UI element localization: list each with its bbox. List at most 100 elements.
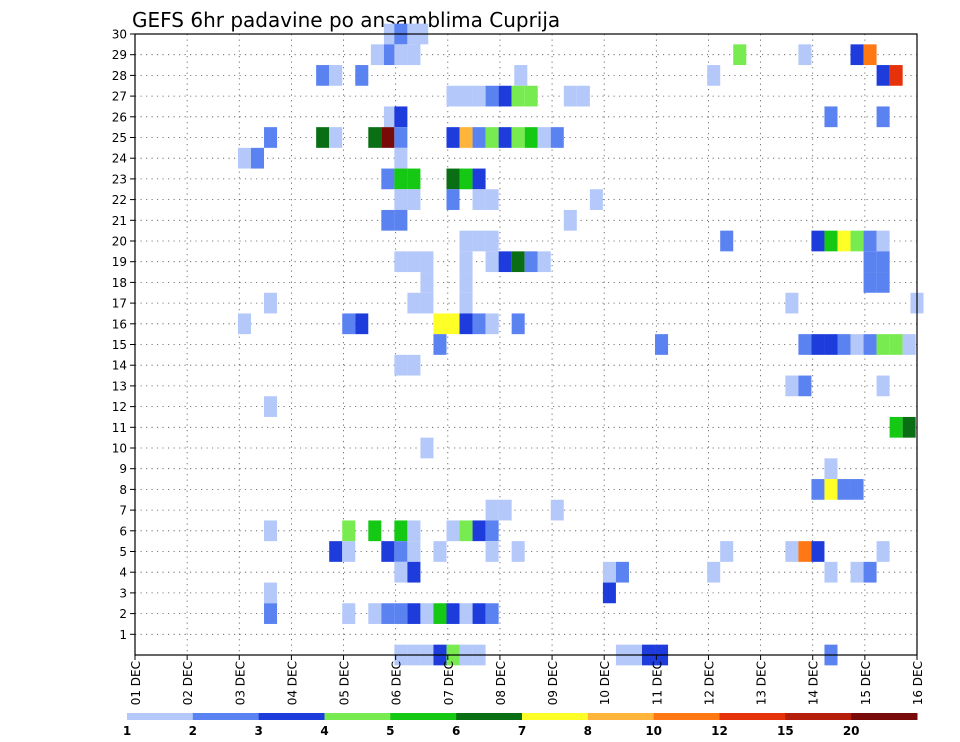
heatmap-cell <box>514 65 528 86</box>
heatmap-cell <box>381 127 395 148</box>
heatmap-cell <box>394 209 408 231</box>
x-tick-label: 11 DEC <box>650 661 664 705</box>
heatmap-cell <box>472 313 486 335</box>
heatmap-cell <box>264 396 278 417</box>
heatmap-cell <box>798 334 812 355</box>
heatmap-cell <box>264 603 278 624</box>
x-tick-label: 12 DEC <box>702 661 716 705</box>
heatmap-cell <box>329 541 343 562</box>
heatmap-cell <box>850 561 864 583</box>
heatmap-cell <box>707 65 721 86</box>
legend-label: 6 <box>452 724 460 738</box>
legend-label: 4 <box>320 724 328 738</box>
heatmap-cell <box>459 313 473 335</box>
heatmap-cell <box>550 127 564 148</box>
heatmap-cell <box>342 520 356 542</box>
heatmap-cell <box>407 603 421 624</box>
heatmap-cell <box>420 272 434 293</box>
heatmap-cell <box>264 127 278 148</box>
legend-label: 2 <box>189 724 197 738</box>
heatmap-cell <box>863 561 877 583</box>
heatmap-cell <box>602 582 616 604</box>
heatmap-cell <box>485 499 499 521</box>
heatmap-cell <box>785 292 799 314</box>
heatmap-cell <box>459 127 473 148</box>
legend-label: 5 <box>386 724 394 738</box>
heatmap-cell <box>537 251 551 273</box>
y-tick-label: 12 <box>112 400 127 414</box>
heatmap-cell <box>472 127 486 148</box>
y-tick-label: 8 <box>119 483 127 497</box>
y-tick-label: 28 <box>112 69 127 83</box>
color-legend: 1 2 3 4 5 6 7 8 10 12 15 20 <box>123 713 918 738</box>
heatmap-cell <box>876 230 890 252</box>
heatmap-cell <box>615 561 629 583</box>
heatmap-cell <box>368 603 382 624</box>
y-tick-label: 30 <box>112 28 127 42</box>
y-tick-label: 23 <box>112 172 127 186</box>
heatmap-cell <box>355 313 369 335</box>
legend-swatch <box>719 713 786 720</box>
legend-label: 8 <box>584 724 592 738</box>
heatmap-cell <box>433 541 447 562</box>
x-tick-label: 07 DEC <box>442 661 456 705</box>
y-tick-label: 18 <box>112 276 127 290</box>
x-tick-label: 05 DEC <box>338 661 352 705</box>
heatmap-cell <box>433 334 447 355</box>
legend-swatch <box>456 713 523 720</box>
heatmap-cell <box>876 375 890 397</box>
heatmap-cell <box>459 168 473 190</box>
heatmap-cell <box>264 582 278 604</box>
y-tick-label: 2 <box>119 607 127 621</box>
heatmap-cell <box>459 85 473 107</box>
heatmap-cell <box>902 416 916 438</box>
heatmap-cell <box>394 520 408 542</box>
heatmap-cell <box>811 479 825 500</box>
heatmap-cell <box>902 334 916 355</box>
heatmap-cell <box>394 127 408 148</box>
heatmap-cell <box>733 44 747 66</box>
heatmap-cell <box>824 458 838 480</box>
heatmap-cell <box>407 520 421 542</box>
heatmap-cell <box>472 230 486 252</box>
heatmap-cell <box>329 127 343 148</box>
heatmap-cell <box>237 313 251 335</box>
heatmap-cell <box>394 106 408 128</box>
heatmap-cell <box>368 127 382 148</box>
heatmap-cell <box>511 127 525 148</box>
heatmap-cell <box>837 334 851 355</box>
heatmap-cell <box>863 251 877 273</box>
heatmap-cell <box>850 44 864 66</box>
legend-label: 1 <box>123 724 131 738</box>
heatmap-cell <box>498 127 512 148</box>
heatmap-cell <box>602 561 616 583</box>
heatmap-cell <box>420 603 434 624</box>
heatmap-cell <box>383 106 397 128</box>
legend-label: 10 <box>645 724 662 738</box>
heatmap-cell <box>446 313 460 335</box>
legend-swatch <box>127 713 194 720</box>
heatmap-cell <box>459 603 473 624</box>
heatmap-cell <box>485 127 499 148</box>
heatmap-cell <box>889 416 903 438</box>
y-tick-label: 11 <box>112 421 127 435</box>
heatmap-cell <box>407 189 421 210</box>
chart-title: GEFS 6hr padavine po ansamblima Cuprija <box>132 8 560 32</box>
heatmap-cell <box>511 541 525 562</box>
heatmap-cell <box>381 209 395 231</box>
heatmap-cell <box>876 106 890 128</box>
heatmap-cell <box>798 44 812 66</box>
heatmap-cell <box>798 541 812 562</box>
legend-label: 3 <box>254 724 262 738</box>
y-tick-label: 6 <box>119 524 127 538</box>
heatmap-cell <box>420 437 434 459</box>
heatmap-cell <box>485 251 499 273</box>
x-tick-label: 03 DEC <box>233 661 247 705</box>
heatmap-cell <box>589 189 603 210</box>
y-tick-label: 14 <box>112 359 127 373</box>
heatmap-cell <box>407 44 421 66</box>
heatmap-cell <box>342 541 356 562</box>
y-tick-label: 1 <box>119 628 127 642</box>
heatmap-cell <box>850 230 864 252</box>
